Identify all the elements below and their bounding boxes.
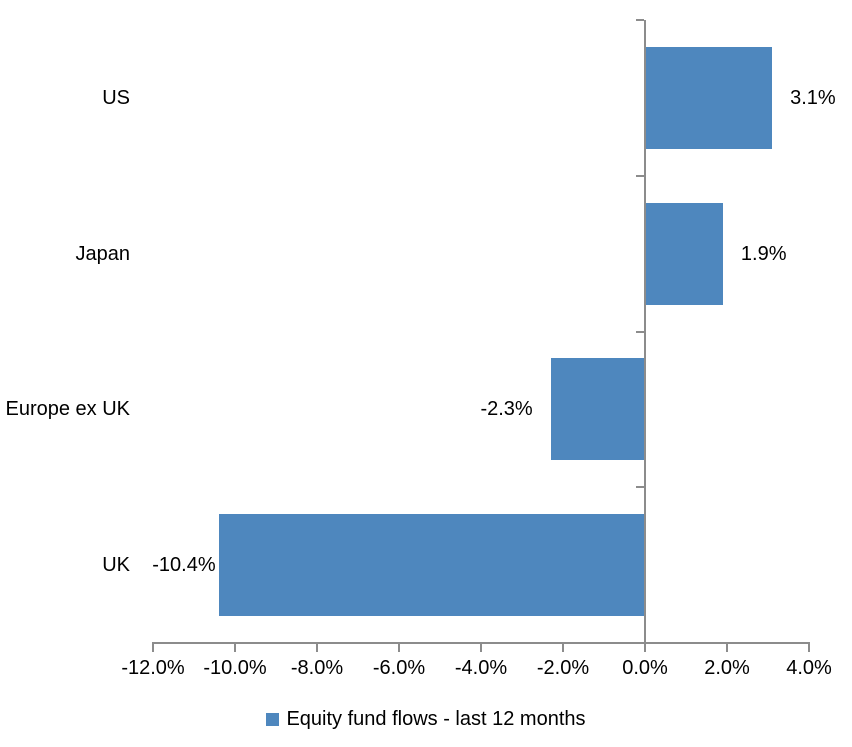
- x-axis-tick: [644, 644, 646, 652]
- x-axis-tick: [808, 644, 810, 652]
- x-axis-tick-label: -10.0%: [203, 657, 267, 679]
- legend: Equity fund flows - last 12 months: [0, 707, 852, 731]
- x-axis-tick-label: -4.0%: [454, 657, 508, 679]
- value-label-us: 3.1%: [790, 86, 836, 109]
- category-label-japan: Japan: [75, 242, 131, 265]
- bar-uk: [218, 514, 645, 617]
- x-axis-tick: [234, 644, 236, 652]
- x-axis-tick: [316, 644, 318, 652]
- x-axis-tick-label: -2.0%: [536, 657, 590, 679]
- value-label-japan: 1.9%: [740, 242, 787, 265]
- y-axis-tick: [636, 19, 644, 21]
- x-axis-tick: [726, 644, 728, 652]
- x-axis-tick-label: 2.0%: [704, 657, 750, 679]
- x-axis-tick-label: -8.0%: [290, 657, 344, 679]
- category-label-europe-ex-uk: Europe ex UK: [5, 398, 130, 421]
- y-axis-tick: [636, 330, 644, 333]
- category-label-uk: UK: [102, 554, 130, 577]
- x-axis-tick-label: 4.0%: [786, 657, 832, 679]
- y-axis-line: [644, 20, 646, 643]
- x-axis-tick: [152, 644, 154, 652]
- value-label-uk: -10.4%: [152, 554, 216, 577]
- x-axis-tick-label: 0.0%: [622, 657, 668, 679]
- category-label-us: US: [102, 86, 130, 109]
- x-axis-tick: [562, 644, 564, 652]
- y-axis-tick: [636, 174, 644, 177]
- x-axis-tick-label: -12.0%: [121, 657, 185, 679]
- x-axis-tick-label: -6.0%: [372, 657, 426, 679]
- legend-series-label: Equity fund flows - last 12 months: [286, 708, 586, 730]
- x-axis-line: [152, 642, 810, 644]
- bar-japan: [645, 202, 723, 305]
- legend-marker-swatch: [266, 712, 280, 726]
- x-axis-tick: [398, 644, 400, 652]
- y-axis-tick: [636, 486, 644, 489]
- bar-europe-ex-uk: [550, 358, 645, 461]
- bar-us: [645, 46, 773, 149]
- value-label-europe-ex-uk: -2.3%: [480, 398, 533, 421]
- x-axis-tick: [480, 644, 482, 652]
